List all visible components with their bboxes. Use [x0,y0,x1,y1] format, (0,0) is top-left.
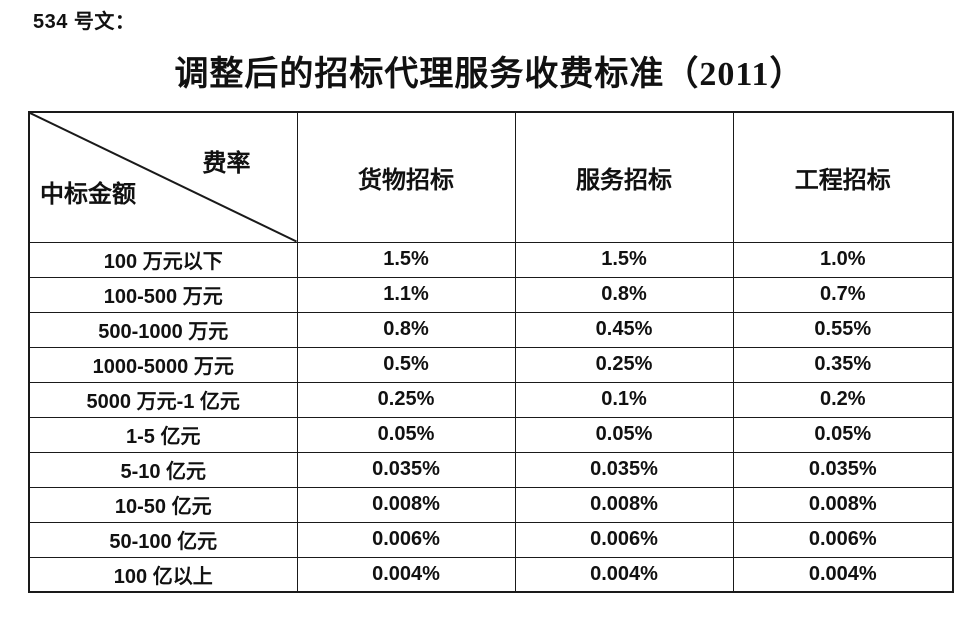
amount-range-cell: 1-5 亿元 [28,416,298,453]
column-header-goods-bidding: 货物招标 [296,111,516,243]
table-row: 1000-5000 万元 0.5% 0.25% 0.35% [28,346,954,383]
table-row: 50-100 亿元 0.006% 0.006% 0.006% [28,521,954,558]
column-header-service-bidding: 服务招标 [514,111,734,243]
goods-rate-cell: 0.8% [296,311,516,348]
column-header-engineering-bidding: 工程招标 [732,111,954,243]
amount-range-cell: 1000-5000 万元 [28,346,298,383]
engineering-rate-cell: 0.004% [732,556,954,593]
goods-rate-cell: 0.008% [296,486,516,523]
service-rate-cell: 0.006% [514,521,734,558]
amount-range-cell: 50-100 亿元 [28,521,298,558]
service-rate-cell: 0.004% [514,556,734,593]
engineering-rate-cell: 0.7% [732,276,954,313]
table-row: 5-10 亿元 0.035% 0.035% 0.035% [28,451,954,488]
engineering-rate-cell: 0.035% [732,451,954,488]
table-row: 500-1000 万元 0.8% 0.45% 0.55% [28,311,954,348]
engineering-rate-cell: 0.006% [732,521,954,558]
doc-number-label: 534 号文： [33,11,136,33]
amount-range-cell: 5-10 亿元 [28,451,298,488]
table-row: 1-5 亿元 0.05% 0.05% 0.05% [28,416,954,453]
amount-range-cell: 500-1000 万元 [28,311,298,348]
corner-label-amount: 中标金额 [40,181,136,208]
table-row: 5000 万元-1 亿元 0.25% 0.1% 0.2% [28,381,954,418]
diagonal-divider-line [30,113,297,242]
amount-range-cell: 5000 万元-1 亿元 [28,381,298,418]
page-title: 调整后的招标代理服务收费标准（2011） [174,56,805,93]
engineering-rate-cell: 1.0% [732,241,954,278]
engineering-rate-cell: 0.05% [732,416,954,453]
goods-rate-cell: 1.1% [296,276,516,313]
goods-rate-cell: 0.5% [296,346,516,383]
corner-label-rate: 费率 [202,151,251,177]
service-rate-cell: 0.05% [514,416,734,453]
goods-rate-cell: 0.004% [296,556,516,593]
fee-table: 费率 中标金额 货物招标 服务招标 工程招标 100 万元以下 1.5% 1.5… [28,111,954,593]
service-rate-cell: 0.25% [514,346,734,383]
amount-range-cell: 100 万元以下 [28,241,298,278]
service-rate-cell: 0.035% [514,451,734,488]
fee-table-body: 100 万元以下 1.5% 1.5% 1.0% 100-500 万元 1.1% … [28,241,954,593]
table-row: 100 万元以下 1.5% 1.5% 1.0% [28,241,954,278]
engineering-rate-cell: 0.55% [732,311,954,348]
goods-rate-cell: 0.006% [296,521,516,558]
amount-range-cell: 10-50 亿元 [28,486,298,523]
amount-range-cell: 100 亿以上 [28,556,298,593]
goods-rate-cell: 0.05% [296,416,516,453]
header-row: 费率 中标金额 货物招标 服务招标 工程招标 [28,111,954,243]
service-rate-cell: 0.45% [514,311,734,348]
corner-header-cell: 费率 中标金额 [28,111,298,243]
engineering-rate-cell: 0.008% [732,486,954,523]
service-rate-cell: 0.8% [514,276,734,313]
engineering-rate-cell: 0.2% [732,381,954,418]
table-row: 100-500 万元 1.1% 0.8% 0.7% [28,276,954,313]
goods-rate-cell: 1.5% [296,241,516,278]
table-row: 100 亿以上 0.004% 0.004% 0.004% [28,556,954,593]
service-rate-cell: 0.1% [514,381,734,418]
goods-rate-cell: 0.035% [296,451,516,488]
goods-rate-cell: 0.25% [296,381,516,418]
table-row: 10-50 亿元 0.008% 0.008% 0.008% [28,486,954,523]
amount-range-cell: 100-500 万元 [28,276,298,313]
service-rate-cell: 1.5% [514,241,734,278]
engineering-rate-cell: 0.35% [732,346,954,383]
service-rate-cell: 0.008% [514,486,734,523]
